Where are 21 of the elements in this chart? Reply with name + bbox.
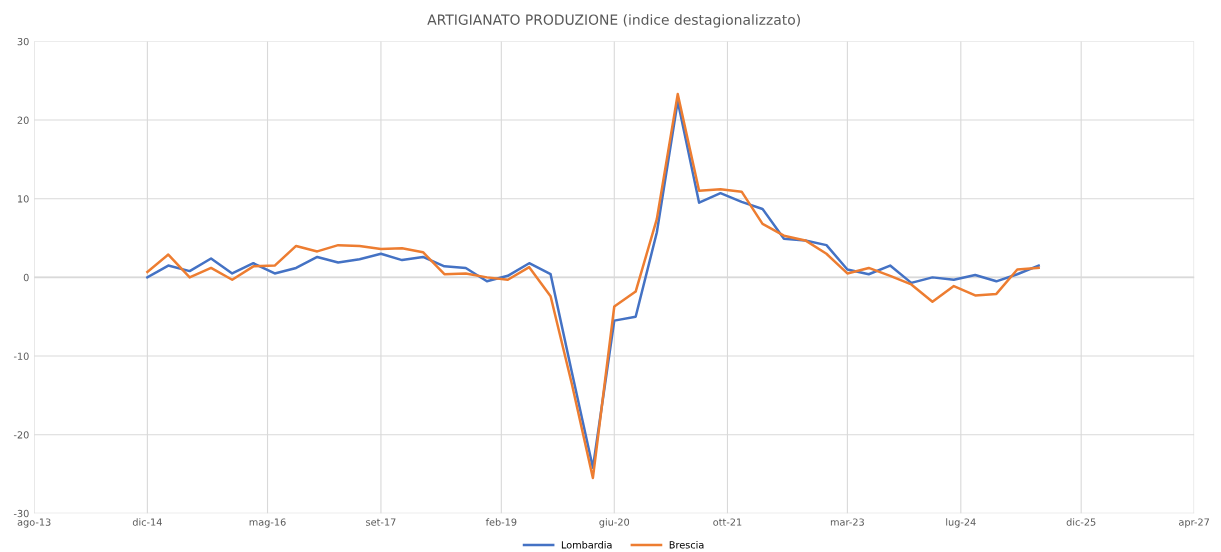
x-tick-label: dic-14 — [132, 518, 162, 526]
x-tick-label: ott-21 — [713, 518, 742, 526]
x-tick-label: mag-16 — [249, 518, 286, 528]
y-tick-label: 0 — [23, 273, 29, 282]
legend-label: Lombardia — [561, 540, 612, 549]
y-tick-label: -10 — [13, 352, 29, 360]
x-tick-label: set-17 — [366, 518, 396, 526]
x-tick-label: ago-13 — [17, 518, 51, 528]
y-tick-label: 20 — [17, 116, 29, 124]
y-tick-label: 10 — [18, 195, 29, 203]
x-tick-label: feb-19 — [485, 518, 517, 526]
y-tick-label: -30 — [13, 509, 29, 518]
legend-label: Brescia — [669, 540, 704, 549]
x-tick-label: apr-27 — [1179, 518, 1209, 528]
x-tick-label: mar-23 — [830, 518, 864, 526]
x-tick-label: lug-24 — [946, 518, 976, 528]
y-tick-label: -20 — [13, 431, 29, 439]
y-tick-label: 30 — [17, 37, 29, 46]
x-tick-label: dic-25 — [1066, 518, 1096, 526]
chart-title: ARTIGIANATO PRODUZIONE (indice destagionalizzato) — [427, 14, 800, 28]
x-tick-label: giu-20 — [599, 518, 630, 528]
